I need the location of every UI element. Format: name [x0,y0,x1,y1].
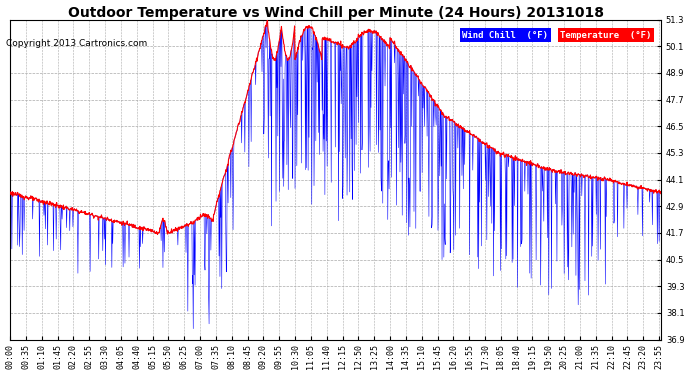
Title: Outdoor Temperature vs Wind Chill per Minute (24 Hours) 20131018: Outdoor Temperature vs Wind Chill per Mi… [68,6,604,20]
Text: Wind Chill  (°F): Wind Chill (°F) [462,31,549,40]
Text: Copyright 2013 Cartronics.com: Copyright 2013 Cartronics.com [6,39,147,48]
Text: Temperature  (°F): Temperature (°F) [560,31,651,40]
